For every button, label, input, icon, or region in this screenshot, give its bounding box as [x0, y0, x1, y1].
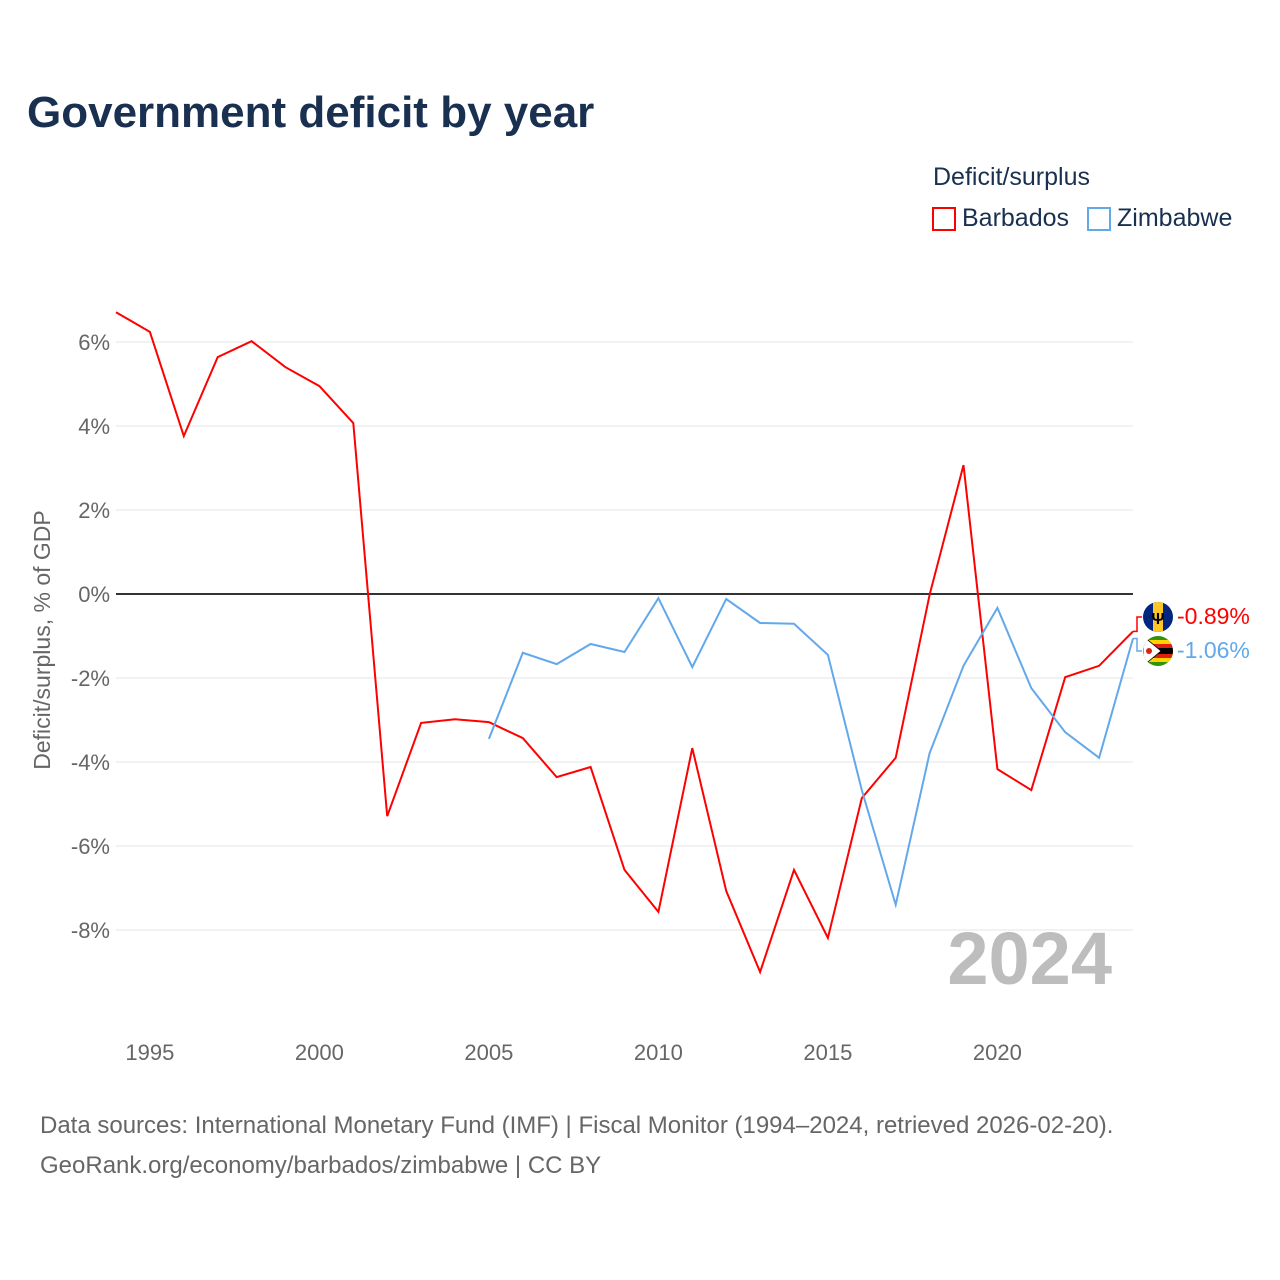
y-tick-label: -8%: [71, 918, 110, 943]
y-tick-label: 0%: [78, 582, 110, 607]
y-tick-label: 6%: [78, 330, 110, 355]
legend-title: Deficit/surplus: [933, 163, 1090, 191]
barbados-end-label: -0.89%: [1177, 603, 1250, 629]
x-tick-label: 2020: [973, 1040, 1022, 1065]
y-axis-label: Deficit/surplus, % of GDP: [29, 510, 55, 769]
x-tick-label: 2010: [634, 1040, 683, 1065]
attribution-link[interactable]: GeoRank.org/economy/barbados/zimbabwe | …: [40, 1152, 602, 1179]
chart-title: Government deficit by year: [27, 88, 595, 137]
x-tick-label: 2015: [803, 1040, 852, 1065]
x-tick-label: 1995: [125, 1040, 174, 1065]
legend: Barbados Zimbabwe: [932, 204, 1232, 233]
legend-label: Zimbabwe: [1117, 204, 1233, 232]
legend-label: Barbados: [962, 204, 1070, 232]
label-connector: [1133, 637, 1142, 652]
series-line-zimbabwe: [487, 596, 1134, 909]
label-connector: [1133, 616, 1142, 633]
x-tick-label: 2000: [295, 1040, 344, 1065]
svg-text:Ψ: Ψ: [1152, 611, 1165, 628]
y-tick-label: -6%: [71, 834, 110, 859]
legend-item-barbados[interactable]: Barbados: [932, 204, 1069, 233]
year-watermark: 2024: [947, 917, 1112, 1000]
footer: Data sources: International Monetary Fun…: [40, 1106, 1113, 1186]
legend-swatch: [932, 206, 956, 231]
source-text: Data sources: International Monetary Fun…: [40, 1112, 1114, 1139]
y-tick-label: -2%: [71, 666, 110, 691]
y-tick-label: 4%: [78, 414, 110, 439]
barbados-flag-icon: Ψ: [1143, 602, 1173, 632]
legend-swatch: [1087, 206, 1112, 231]
y-tick-label: 2%: [78, 498, 110, 523]
legend-item-zimbabwe[interactable]: Zimbabwe: [1087, 204, 1232, 233]
series-line-barbados: [115, 311, 1134, 975]
y-tick-label: -4%: [71, 750, 110, 775]
zimbabwe-flag-icon: [1143, 636, 1173, 666]
zimbabwe-end-label: -1.06%: [1177, 637, 1250, 663]
x-tick-label: 2005: [464, 1040, 513, 1065]
